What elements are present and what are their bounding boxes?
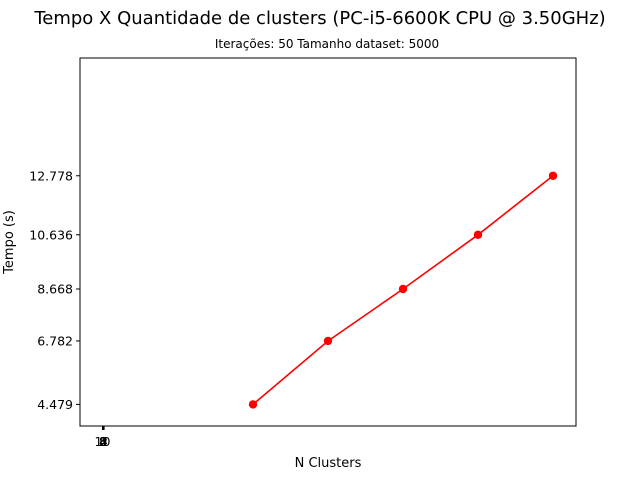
data-point <box>323 336 333 346</box>
data-point <box>473 230 483 239</box>
chart-subtitle: Iterações: 50 Tamanho dataset: 5000 <box>215 37 439 51</box>
y-tick-label: 10.636 <box>29 227 73 242</box>
data-point <box>548 171 558 180</box>
y-tick-label: 8.668 <box>37 281 73 296</box>
y-tick-label: 12.778 <box>29 168 73 183</box>
data-point <box>248 400 258 409</box>
y-tick-label: 6.782 <box>37 333 73 348</box>
y-tick-label: 4.479 <box>37 397 73 412</box>
y-axis-label: Tempo (s) <box>2 210 17 275</box>
x-tick-label: 10 <box>95 434 111 449</box>
x-tick-label: 4 <box>100 434 108 449</box>
plot-frame <box>79 57 577 427</box>
chart-title: Tempo X Quantidade de clusters (PC-i5-66… <box>33 8 605 29</box>
x-tick-label: 8 <box>99 434 107 449</box>
x-tick-label: 6 <box>99 434 107 449</box>
x-axis-label: N Clusters <box>295 456 362 471</box>
data-point <box>398 284 408 294</box>
x-tick-label: 2 <box>100 434 108 449</box>
